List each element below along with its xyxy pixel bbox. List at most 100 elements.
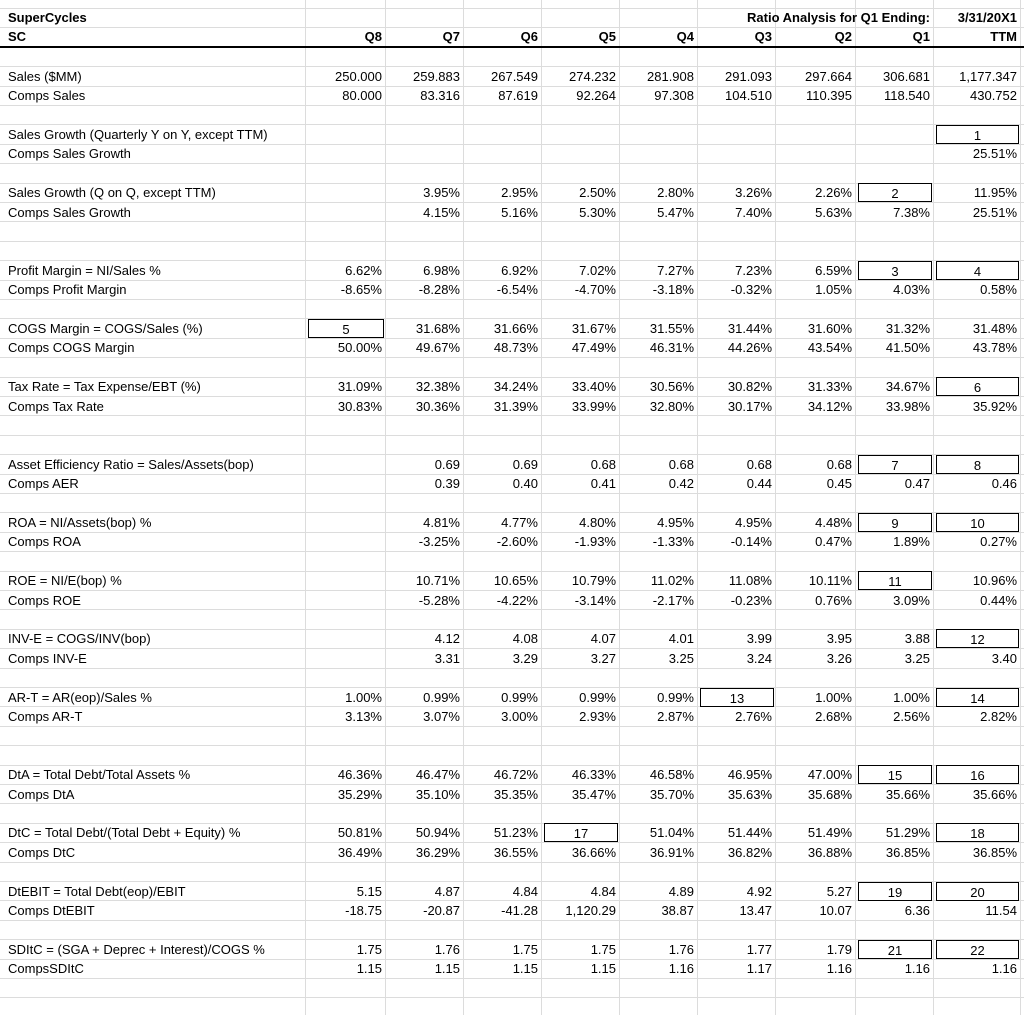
cell: 306.681 [883, 68, 930, 84]
cell: 34.24% [493, 379, 538, 395]
cell: 430.752 [970, 88, 1017, 104]
grid-line [0, 667, 1024, 669]
cell: 1.15 [356, 961, 382, 977]
cell: 3.29 [512, 650, 538, 666]
row-label: Comps ROA [8, 534, 81, 550]
cell: -0.14% [730, 534, 772, 550]
cell: 31.68% [415, 320, 460, 336]
cell: 0.45 [826, 476, 852, 492]
grid-line [0, 473, 1024, 475]
answer-box: 19 [858, 881, 932, 901]
row-label: Sales Growth (Q on Q, except TTM) [8, 185, 216, 201]
row-label: Asset Efficiency Ratio = Sales/Assets(bo… [8, 456, 254, 472]
row-label: DtEBIT = Total Debt(eop)/EBIT [8, 883, 186, 899]
answer-box: 2 [858, 183, 932, 203]
cell: 49.67% [415, 340, 460, 356]
cell: 0.69 [434, 456, 460, 472]
grid-line [0, 551, 1024, 553]
cell: 1.75 [590, 941, 616, 957]
row-label: CompsSDItC [8, 961, 84, 977]
cell: 267.549 [491, 68, 538, 84]
cell: 4.95% [657, 514, 694, 530]
cell: 0.68 [826, 456, 852, 472]
cell: 33.98% [885, 398, 930, 414]
row-label: Comps Sales Growth [8, 146, 131, 162]
cell: 33.99% [571, 398, 616, 414]
cell: -3.25% [418, 534, 460, 550]
cell: 31.32% [885, 320, 930, 336]
grid-line [0, 260, 1024, 262]
cell: 3.25 [904, 650, 930, 666]
cell: 31.67% [571, 320, 616, 336]
column-header: Q5 [598, 29, 616, 45]
row-label: COGS Margin = COGS/Sales (%) [8, 320, 203, 336]
grid-line [0, 978, 1024, 979]
cell: 43.78% [972, 340, 1017, 356]
cell: -8.65% [340, 282, 382, 298]
cell: 36.29% [415, 844, 460, 860]
cell: 4.95% [735, 514, 772, 530]
cell: 11.54 [985, 902, 1017, 918]
cell: 0.76% [815, 592, 852, 608]
cell: 43.54% [807, 340, 852, 356]
cell: 30.83% [337, 398, 382, 414]
cell: -3.14% [574, 592, 616, 608]
cell: 2.50% [579, 185, 616, 201]
cell: 10.11% [808, 573, 852, 589]
grid-line [0, 745, 1024, 747]
column-header: Q4 [676, 29, 694, 45]
cell: 97.308 [654, 88, 694, 104]
row-label: ROA = NI/Assets(bop) % [8, 514, 152, 530]
grid-line [0, 8, 1024, 9]
cell: 118.540 [883, 88, 930, 104]
cell: 11.08% [728, 573, 772, 589]
cell: 6.92% [501, 262, 538, 278]
row-label: DtC = Total Debt/(Total Debt + Equity) % [8, 825, 241, 841]
cell: 0.99% [657, 689, 694, 705]
cell: -1.33% [652, 534, 694, 550]
cell: 32.38% [415, 379, 460, 395]
cell: 7.27% [657, 262, 694, 278]
grid-line [0, 609, 1024, 611]
grid-line [0, 27, 1024, 29]
answer-box: 12 [936, 629, 1019, 649]
grid-line [1020, 0, 1021, 1015]
column-header: Q1 [912, 29, 930, 45]
cell: 36.85% [885, 844, 930, 860]
cell: 11.02% [650, 573, 694, 589]
cell: 5.30% [579, 204, 616, 220]
answer-box: 11 [858, 571, 932, 591]
row-label: Comps Sales [8, 88, 86, 104]
cell: 13.47 [739, 902, 772, 918]
cell: 6.98% [423, 262, 460, 278]
row-label: Comps Sales Growth [8, 204, 131, 220]
grid-line [0, 376, 1024, 378]
answer-box: 13 [700, 687, 774, 707]
cell: 3.95% [423, 185, 460, 201]
cell: 25.51% [972, 146, 1017, 162]
answer-box: 9 [858, 512, 932, 532]
cell: 2.80% [657, 185, 694, 201]
cell: 6.62% [345, 262, 382, 278]
cell: -41.28 [501, 902, 538, 918]
cell: 50.00% [337, 340, 382, 356]
cell: 7.02% [579, 262, 616, 278]
cell: 3.40 [991, 650, 1017, 666]
column-header: Q7 [442, 29, 460, 45]
cell: 0.27% [980, 534, 1017, 550]
answer-box: 17 [544, 823, 618, 843]
header-rule [0, 45, 1024, 48]
grid-line [0, 512, 1024, 514]
answer-box: 22 [936, 939, 1019, 959]
grid-line [0, 590, 1024, 591]
cell: 0.40 [512, 476, 538, 492]
cell: 34.67% [885, 379, 930, 395]
cell: 3.95 [826, 631, 852, 647]
cell: 4.84 [590, 883, 616, 899]
row-label: Sales Growth (Quarterly Y on Y, except T… [8, 126, 268, 142]
grid-line [0, 337, 1024, 339]
cell: 3.99 [746, 631, 772, 647]
cell: 32.80% [649, 398, 694, 414]
grid-line [0, 861, 1024, 863]
cell: 0.46 [991, 476, 1017, 492]
